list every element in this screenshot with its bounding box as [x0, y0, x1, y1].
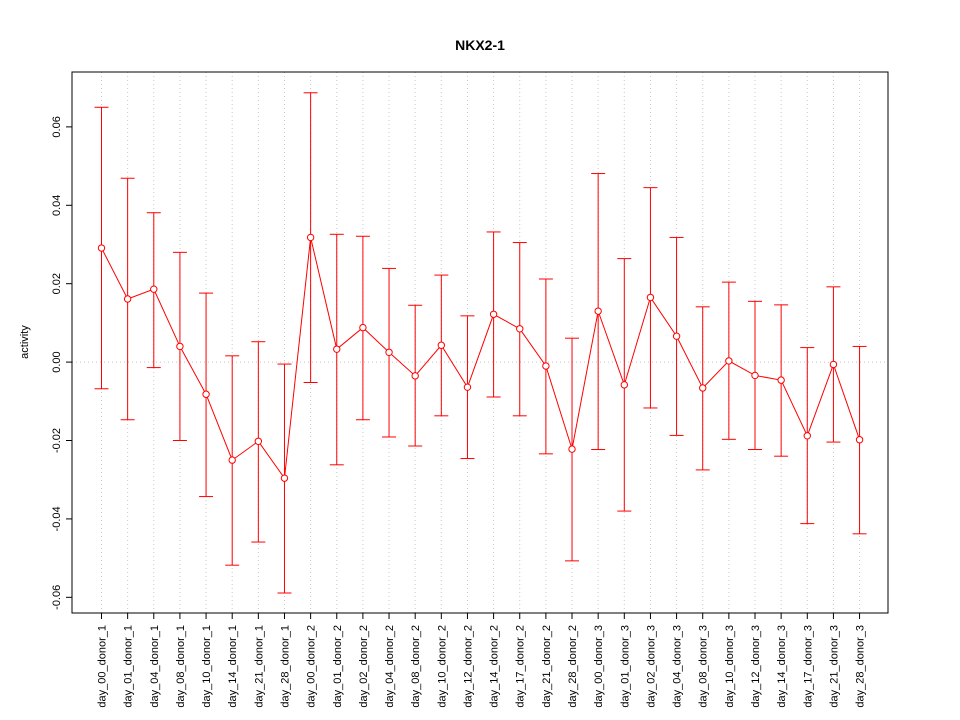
x-tick-label: day_04_donor_1: [149, 625, 161, 708]
y-tick-label: 0.02: [51, 273, 63, 294]
data-point: [228, 456, 236, 464]
x-tick-label: day_02_donor_2: [358, 625, 370, 708]
x-tick-label: day_00_donor_1: [97, 625, 109, 708]
data-point: [306, 233, 315, 242]
x-tick-label: day_08_donor_1: [175, 625, 187, 708]
x-tick-label: day_28_donor_3: [855, 625, 867, 708]
x-tick-label: day_01_donor_3: [619, 625, 631, 708]
x-tick-label: day_00_donor_2: [306, 625, 318, 708]
y-axis-label: activity: [19, 325, 31, 359]
x-tick-label: day_04_donor_3: [672, 625, 684, 708]
x-tick-label: day_21_donor_1: [253, 625, 265, 708]
x-tick-label: day_17_donor_2: [515, 625, 527, 708]
data-point: [176, 342, 184, 351]
x-tick-label: day_14_donor_3: [776, 625, 788, 708]
data-point: [280, 474, 289, 482]
x-tick-label: day_01_donor_2: [332, 625, 344, 708]
data-point: [359, 323, 367, 332]
chart-title: NKX2-1: [455, 37, 505, 53]
x-tick-label: day_21_donor_3: [828, 625, 840, 708]
data-point: [699, 384, 707, 392]
x-tick-label: day_21_donor_2: [541, 625, 553, 708]
x-tick-label: day_01_donor_1: [123, 625, 135, 708]
x-tick-label: day_02_donor_3: [645, 625, 657, 708]
data-point: [463, 383, 472, 391]
data-point: [855, 436, 864, 444]
x-tick-label: day_12_donor_2: [462, 625, 474, 708]
data-point: [646, 293, 655, 302]
data-point: [150, 285, 158, 293]
x-tick-label: day_08_donor_2: [410, 625, 422, 708]
y-tick-label: 0.00: [51, 351, 63, 372]
series-polyline: [101, 237, 861, 480]
data-point: [594, 307, 602, 315]
grid: [72, 72, 888, 613]
x-tick-label: day_28_donor_1: [279, 625, 291, 708]
data-point: [489, 310, 498, 318]
data-point: [333, 345, 341, 353]
x-tick-label: day_12_donor_3: [750, 625, 762, 708]
y-tick-label: -0.06: [51, 585, 63, 610]
y-tick-label: -0.02: [51, 428, 63, 453]
data-points: [97, 233, 864, 482]
x-tick-label: day_10_donor_1: [201, 625, 213, 708]
x-tick-label: day_14_donor_2: [489, 625, 501, 708]
data-point: [672, 332, 681, 340]
data-point: [516, 325, 524, 333]
data-point: [803, 432, 811, 440]
data-point: [751, 371, 759, 380]
data-point: [437, 341, 446, 349]
data-point: [829, 360, 838, 369]
data-point: [725, 357, 733, 365]
y-tick-label: 0.04: [51, 195, 63, 216]
x-tick-label: day_10_donor_3: [724, 625, 736, 708]
data-point: [385, 348, 393, 357]
data-point: [97, 244, 106, 252]
x-axis: day_00_donor_1 day_01_donor_1 day_04_donor…: [97, 612, 867, 708]
data-point: [254, 437, 263, 445]
x-tick-label: day_14_donor_1: [227, 625, 239, 708]
y-axis: -0.06 -0.04 -0.02 0.00 0.02 0.04 0.06: [51, 116, 73, 610]
data-point: [123, 295, 132, 303]
x-tick-label: day_10_donor_2: [436, 625, 448, 708]
data-point: [568, 445, 576, 453]
x-tick-label: day_17_donor_3: [802, 625, 814, 708]
series-line: [101, 237, 861, 480]
x-tick-label: day_28_donor_2: [567, 625, 579, 708]
y-tick-label: -0.04: [51, 506, 63, 531]
data-point: [542, 362, 550, 370]
y-tick-label: 0.06: [51, 116, 63, 137]
x-tick-label: day_08_donor_3: [698, 625, 710, 708]
data-point: [202, 390, 210, 398]
plot-frame: [71, 71, 889, 614]
x-tick-label: day_00_donor_3: [593, 625, 605, 708]
x-tick-label: day_04_donor_2: [384, 625, 396, 708]
data-point: [620, 381, 628, 389]
error-bars: [94, 92, 867, 594]
data-point: [411, 372, 419, 380]
data-point: [777, 376, 785, 384]
